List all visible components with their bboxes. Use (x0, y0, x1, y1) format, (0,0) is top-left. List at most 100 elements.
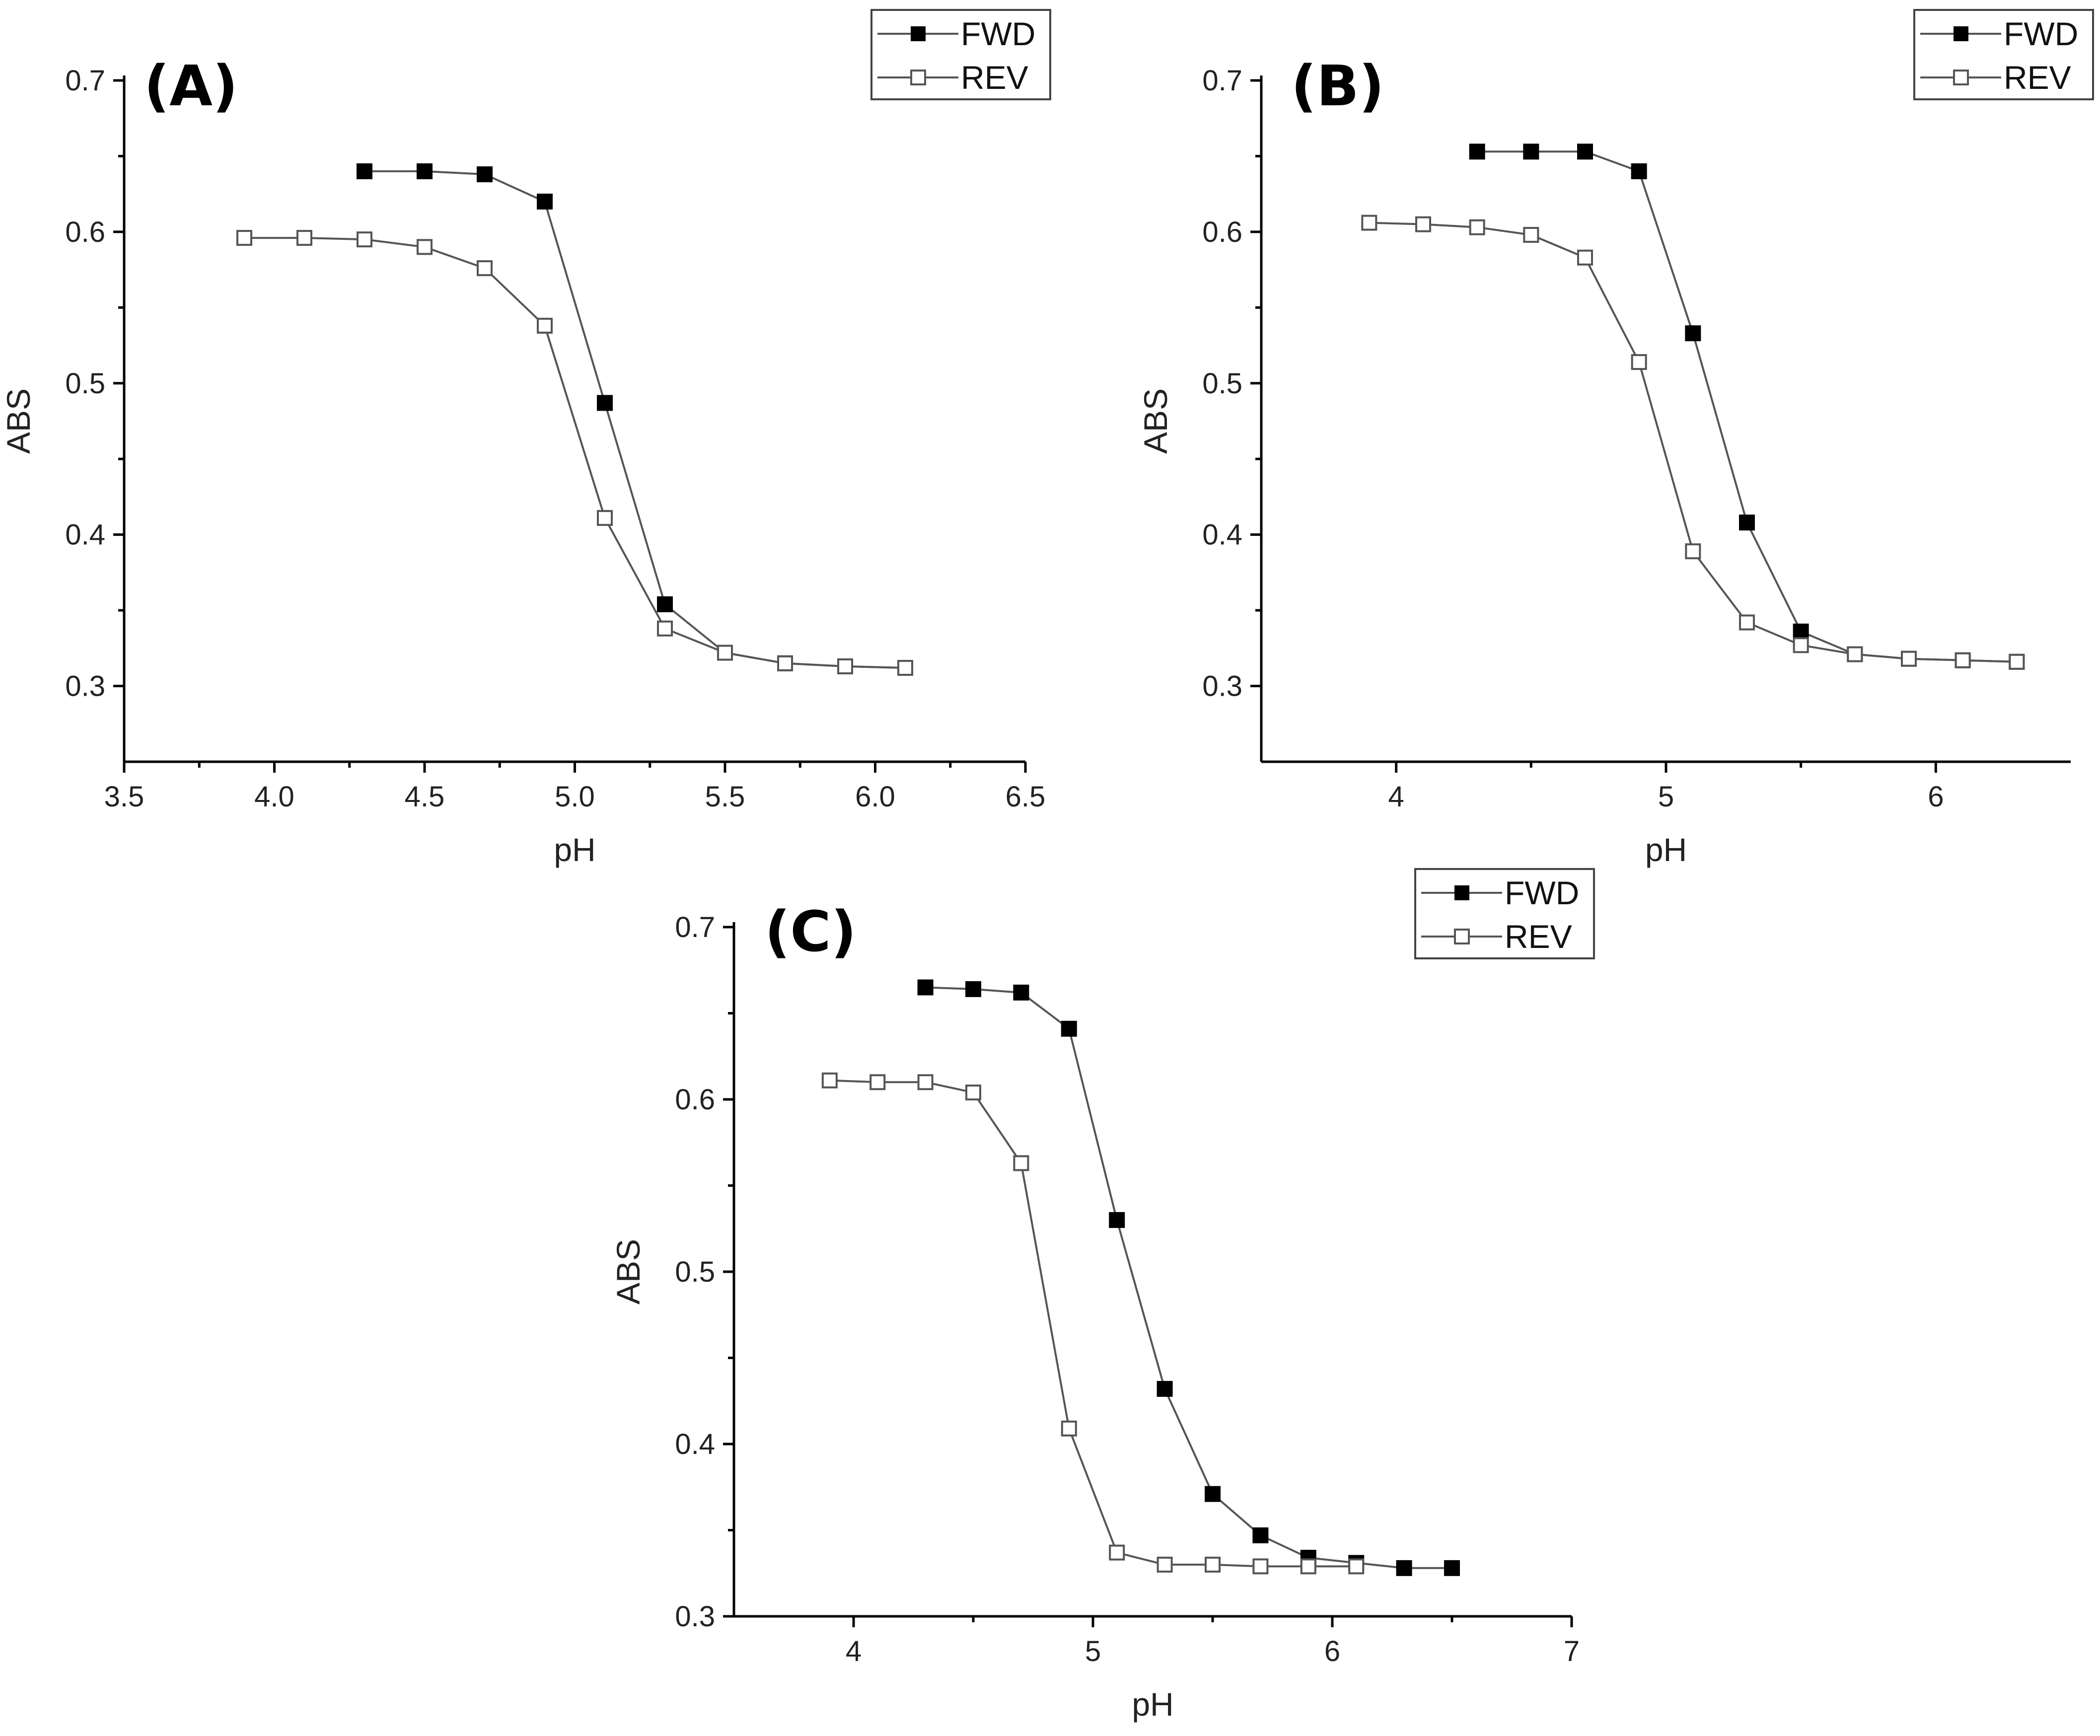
series-line-fwd (364, 170, 906, 669)
data-point-fwd (917, 979, 934, 996)
legend: FWD REV (870, 9, 1051, 100)
y-tick-label: 0.5 (675, 1256, 715, 1288)
data-point-rev (1205, 1556, 1221, 1573)
data-point-fwd (1444, 1560, 1460, 1576)
legend-box (870, 9, 1051, 100)
data-point-rev (1847, 646, 1863, 662)
data-point-rev (1901, 651, 1917, 667)
data-point-fwd (477, 166, 493, 183)
legend-entry-rev: REV (877, 59, 1028, 96)
data-point-fwd (1685, 325, 1701, 342)
legend-label-rev: REV (961, 59, 1028, 96)
data-point-fwd (537, 193, 553, 210)
legend-entry-fwd: FWD (1421, 874, 1579, 911)
legend-entry-fwd: FWD (877, 15, 1035, 52)
data-point-rev (1739, 614, 1755, 631)
x-tick-label: 5 (1085, 1635, 1101, 1667)
y-tick-label: 0.6 (1202, 216, 1242, 248)
data-point-fwd (1157, 1380, 1173, 1397)
y-axis-title: ABS (0, 388, 37, 454)
x-tick-label: 6 (1928, 781, 1944, 813)
y-ticks: 0.3 0.4 0.5 0.6 0.7 (1202, 65, 1261, 703)
y-tick-label: 0.3 (1202, 670, 1242, 703)
data-point-fwd (1631, 163, 1647, 179)
data-point-rev (1252, 1558, 1269, 1575)
y-tick-label: 0.5 (65, 367, 105, 400)
data-point-fwd (417, 163, 433, 179)
panel-b: 4 5 6 0.3 0.4 0.5 0.6 0.7 pH ABS (B) FWD REV (1137, 9, 2094, 868)
panel-a: 3.5 4.0 4.5 5.0 5.5 6.0 6.5 0.3 0.4 0.5 0.6 0.7 pH… (0, 9, 1051, 868)
y-tick-label: 0.6 (65, 216, 105, 248)
data-point-rev (869, 1074, 886, 1090)
data-point-rev (1415, 216, 1431, 232)
x-tick-label: 6 (1324, 1635, 1340, 1667)
y-tick-label: 0.5 (1202, 367, 1242, 400)
data-point-fwd (1739, 514, 1755, 531)
data-point-rev (1061, 1420, 1077, 1437)
legend: FWD REV (1913, 9, 2094, 100)
legend-label-fwd: FWD (961, 15, 1035, 52)
legend-label-fwd: FWD (1505, 874, 1579, 911)
y-ticks: 0.3 0.4 0.5 0.6 0.7 (675, 911, 734, 1633)
panel-label: (B) (1291, 54, 1384, 119)
data-point-rev (357, 231, 372, 248)
x-axis-title: pH (554, 831, 595, 868)
legend-box (1414, 868, 1595, 959)
x-tick-label: 5.5 (705, 781, 745, 813)
data-point-rev (837, 658, 853, 674)
legend-label-fwd: FWD (2004, 15, 2078, 52)
x-tick-label: 6.0 (855, 781, 895, 813)
y-tick-label: 0.4 (675, 1428, 715, 1460)
x-tick-label: 4 (846, 1635, 862, 1667)
x-tick-label: 4.5 (405, 781, 445, 813)
panel-label: (A) (144, 54, 238, 119)
y-tick-label: 0.7 (65, 65, 105, 97)
legend-label-rev: REV (1505, 918, 1572, 955)
x-tick-label: 4 (1388, 781, 1404, 813)
data-point-rev (1955, 652, 1971, 668)
data-point-rev (1348, 1558, 1365, 1575)
data-point-fwd (1061, 1020, 1077, 1037)
data-point-rev (1685, 543, 1701, 560)
panel-label: (C) (765, 900, 857, 964)
y-tick-label: 0.4 (65, 519, 105, 551)
data-point-rev (537, 317, 553, 334)
legend-marker-open-square (910, 70, 926, 85)
data-point-rev (2009, 653, 2025, 670)
data-point-fwd (1577, 144, 1593, 160)
y-tick-label: 0.3 (65, 670, 105, 703)
data-point-rev (477, 260, 493, 277)
data-point-rev (821, 1072, 838, 1088)
data-point-rev (1109, 1544, 1125, 1561)
x-ticks: 3.5 4.0 4.5 5.0 5.5 6.0 6.5 (104, 762, 1046, 813)
data-point-rev (897, 659, 913, 676)
x-tick-label: 6.5 (1006, 781, 1046, 813)
data-point-rev (417, 239, 433, 255)
y-ticks: 0.3 0.4 0.5 0.6 0.7 (65, 65, 124, 703)
data-point-rev (1469, 219, 1485, 235)
data-point-fwd (1109, 1212, 1125, 1228)
y-tick-label: 0.4 (1202, 519, 1242, 551)
series-line-rev (1369, 221, 2017, 663)
y-axis-title: ABS (1137, 388, 1174, 454)
data-point-rev (1157, 1556, 1173, 1573)
legend-marker-filled-square (911, 26, 926, 41)
data-point-rev (1013, 1155, 1029, 1171)
data-point-rev (1793, 637, 1809, 653)
x-ticks: 4 5 6 (1388, 762, 1944, 813)
data-point-rev (917, 1074, 934, 1090)
series-layer (236, 163, 913, 676)
panel-c: 4 5 6 7 0.3 0.4 0.5 0.6 0.7 pH ABS (C) FWD REV (610, 868, 1595, 1723)
data-point-rev (597, 510, 613, 526)
data-point-rev (236, 230, 252, 246)
legend-entry-fwd: FWD (1920, 15, 2078, 52)
data-point-rev (717, 645, 733, 661)
legend-marker-open-square (1454, 929, 1470, 944)
x-axis-title: pH (1132, 1686, 1173, 1723)
legend-label-rev: REV (2004, 59, 2071, 96)
data-point-fwd (597, 395, 613, 411)
data-point-fwd (1205, 1486, 1221, 1502)
data-point-rev (657, 620, 673, 637)
series-layer (821, 979, 1460, 1576)
data-point-fwd (1469, 144, 1485, 160)
